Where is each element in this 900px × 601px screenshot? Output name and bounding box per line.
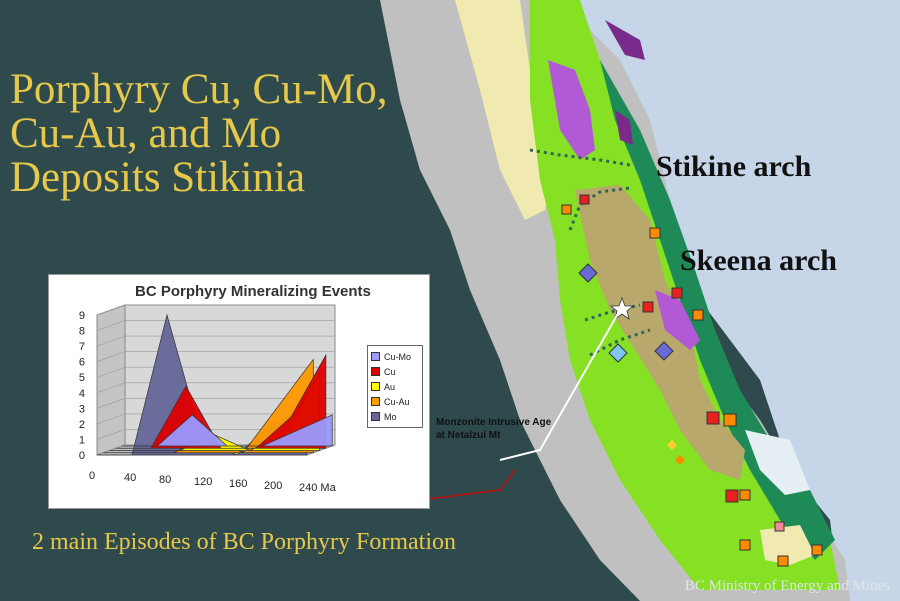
x-tick-label: 200 bbox=[264, 480, 282, 492]
deposit-diamond bbox=[675, 455, 685, 465]
deposit-marker bbox=[725, 489, 739, 503]
series-area-cu bbox=[115, 353, 327, 449]
eastern-belt bbox=[600, 60, 835, 560]
legend-label: Mo bbox=[384, 411, 397, 422]
deposit-marker bbox=[774, 521, 785, 532]
callout-line-2: at Netalzul Mt bbox=[436, 430, 501, 441]
deposit-marker bbox=[706, 411, 720, 425]
legend-item: Cu-Au bbox=[371, 394, 419, 409]
legend-label: Cu-Mo bbox=[384, 351, 412, 362]
legend-swatch bbox=[371, 352, 380, 361]
deposit-marker bbox=[561, 204, 572, 215]
chart-side-wall bbox=[96, 304, 126, 456]
purple-zone-1 bbox=[548, 60, 595, 160]
series-area-cu-mo bbox=[122, 414, 333, 447]
y-tick-label: 8 bbox=[79, 326, 85, 338]
chart-gridline bbox=[96, 320, 126, 331]
purple-zone-4 bbox=[615, 110, 633, 145]
deposit-diamond bbox=[654, 341, 674, 361]
legend-swatch bbox=[371, 397, 380, 406]
chart-plot: 0 1 2 3 4 5 6 7 8 9 0 40 80 120 160 200 240 Ma bbox=[79, 304, 337, 494]
x-tick-label: 0 bbox=[89, 470, 95, 482]
legend-label: Au bbox=[384, 381, 396, 392]
arch-line-1 bbox=[529, 148, 631, 167]
deposit-marker bbox=[777, 555, 789, 567]
y-tick-label: 5 bbox=[79, 372, 85, 384]
chart-gridline bbox=[96, 351, 126, 362]
arch-line-2 bbox=[568, 186, 631, 231]
y-tick-label: 2 bbox=[79, 419, 85, 431]
deposit-marker bbox=[692, 309, 704, 321]
skeena-arch-label: Skeena arch bbox=[680, 244, 837, 277]
title-line: Deposits Stikinia bbox=[10, 154, 306, 201]
credit-line: BC Ministry of Energy and Mines bbox=[684, 578, 890, 594]
y-tick-label: 0 bbox=[79, 450, 85, 462]
netalzul-callout: Monzonite Intrusive Age at Netalzul Mt bbox=[436, 416, 551, 442]
chart-gridline bbox=[96, 382, 126, 394]
purple-zone-3 bbox=[605, 20, 645, 60]
chart-title: BC Porphyry Mineralizing Events bbox=[135, 283, 371, 300]
x-tick-label: 240 Ma bbox=[299, 482, 337, 494]
legend-item: Cu-Mo bbox=[371, 349, 419, 364]
x-tick-label: 40 bbox=[124, 472, 136, 484]
deposit-diamond bbox=[608, 343, 628, 363]
legend-swatch bbox=[371, 412, 380, 421]
callout-line bbox=[499, 309, 621, 461]
y-tick-label: 1 bbox=[79, 434, 85, 446]
sea-region bbox=[490, 0, 900, 601]
intrusive-area bbox=[575, 185, 745, 480]
coastal-belt bbox=[455, 0, 560, 220]
chart-gridline bbox=[96, 444, 126, 456]
callout-line-1: Monzonite Intrusive Age bbox=[436, 417, 552, 428]
slide-caption: 2 main Episodes of BC Porphyry Formation bbox=[32, 529, 456, 555]
legend-item: Cu bbox=[371, 364, 419, 379]
chart-gridline bbox=[96, 398, 126, 409]
legend-item: Mo bbox=[371, 409, 419, 424]
deposit-marker bbox=[579, 194, 590, 205]
x-tick-label: 120 bbox=[194, 476, 212, 488]
title-line: Cu-Au, and Mo bbox=[10, 110, 282, 157]
chart-legend: Cu-Mo Cu Au Cu-Au Mo bbox=[367, 345, 423, 428]
y-tick-label: 9 bbox=[79, 310, 85, 322]
deposit-marker bbox=[739, 489, 751, 501]
slide-title: Porphyry Cu, Cu-Mo, Cu-Au, and Mo Deposi… bbox=[10, 68, 480, 200]
deposit-marker bbox=[811, 544, 823, 556]
y-tick-label: 3 bbox=[79, 403, 85, 415]
purple-zone-2 bbox=[655, 290, 700, 350]
title-line: Porphyry Cu, Cu-Mo, bbox=[10, 66, 388, 113]
chart-gridline bbox=[96, 304, 126, 316]
deposit-marker bbox=[723, 413, 737, 427]
chart-gridline bbox=[96, 429, 126, 440]
y-tick-label: 6 bbox=[79, 357, 85, 369]
deposit-marker bbox=[642, 301, 654, 313]
chart-gridline bbox=[96, 335, 126, 347]
y-tick-label: 7 bbox=[79, 341, 85, 353]
lake bbox=[745, 430, 810, 495]
deposit-marker bbox=[671, 287, 683, 299]
legend-label: Cu bbox=[384, 366, 396, 377]
deposit-diamond bbox=[578, 263, 598, 283]
legend-label: Cu-Au bbox=[384, 396, 410, 407]
chart-gridline bbox=[96, 366, 126, 378]
porphyry-events-chart: BC Porphyry Mineralizing Events 0 1 2 3 4 5 6 7… bbox=[48, 274, 430, 509]
arch-line-3 bbox=[584, 303, 641, 322]
deposit-marker bbox=[739, 539, 751, 551]
netalzul-star-icon bbox=[609, 296, 635, 320]
y-tick-label: 4 bbox=[79, 388, 85, 400]
deposit-diamond bbox=[667, 440, 677, 450]
x-tick-label: 160 bbox=[229, 478, 247, 490]
stikine-arch-label: Stikine arch bbox=[656, 150, 812, 183]
deposit-marker bbox=[649, 227, 661, 239]
legend-swatch bbox=[371, 367, 380, 376]
legend-item: Au bbox=[371, 379, 419, 394]
chart-gridline bbox=[96, 413, 126, 425]
south-patch bbox=[760, 525, 815, 565]
x-tick-label: 80 bbox=[159, 474, 171, 486]
legend-swatch bbox=[371, 382, 380, 391]
